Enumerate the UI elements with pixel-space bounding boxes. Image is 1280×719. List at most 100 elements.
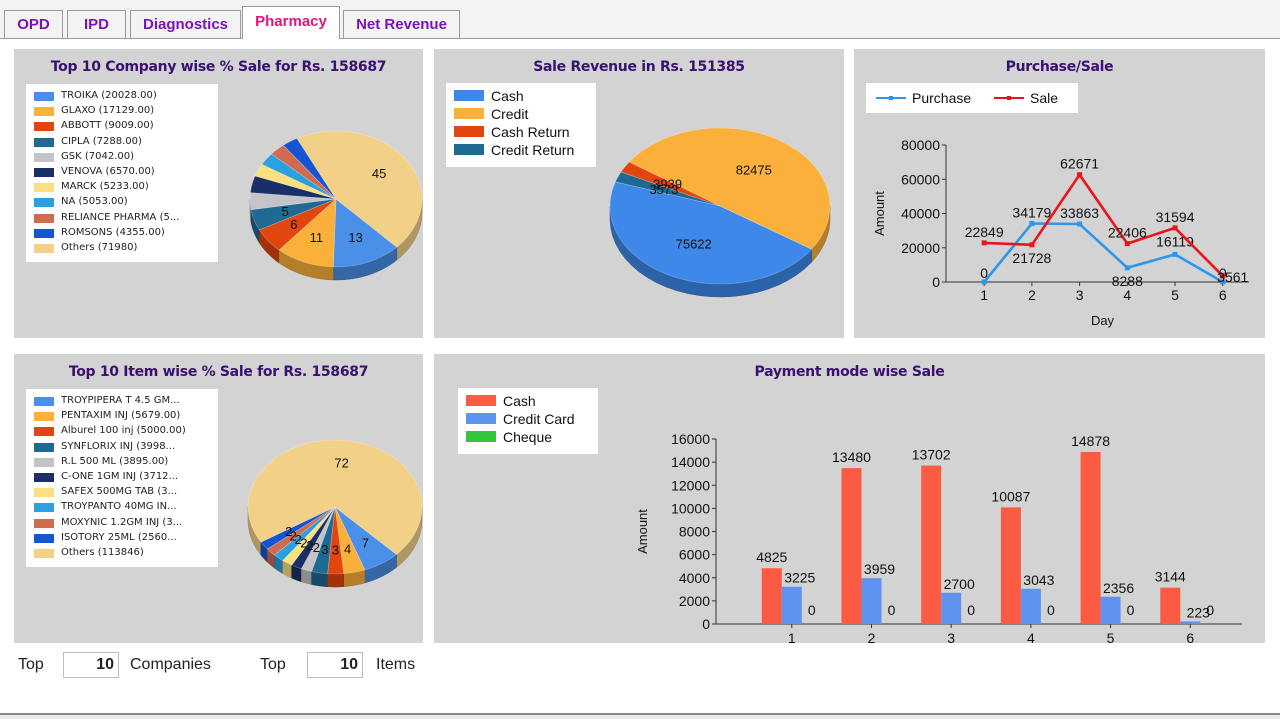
top-companies-input[interactable] [63,652,119,678]
y-tick-label: 40000 [901,206,940,222]
top-items-input[interactable] [307,652,363,678]
legend-swatch [34,488,54,498]
x-tick-label: 3 [947,630,955,643]
legend-label: ROMSONS (4355.00) [61,226,165,238]
legend-label: C-ONE 1GM INJ (3712... [61,471,179,482]
data-label: 31594 [1156,209,1195,225]
legend-marker [1007,96,1011,100]
legend-label: Alburel 100 inj (5000.00) [61,425,186,437]
bar [1020,588,1041,624]
tab-bar: OPD IPD Diagnostics Pharmacy Net Revenue [0,0,1280,39]
item-pie-slice [247,439,423,555]
legend-label: MARCK (5233.00) [61,181,149,193]
bar-data-label: 4825 [756,549,787,565]
payment-mode-panel: Payment mode wise Sale Cash Credit Card Ch… [434,354,1265,643]
data-point [981,240,987,246]
top-n-controls: Top Companies Top Items [0,649,1280,689]
legend-label: ABBOTT (9009.00) [61,120,154,132]
revenue-pie-slice [628,127,831,250]
bar-data-label: 0 [888,602,896,618]
data-label: 21728 [1012,250,1051,266]
y-axis-label: Amount [872,191,887,236]
company-legend-item: NA (5053.00) [34,195,214,210]
item-legend-item: R.L 500 ML (3895.00) [34,455,214,470]
legend-swatch [34,183,54,193]
tab-ipd[interactable]: IPD [67,10,126,38]
company-pie-slice [254,164,337,200]
legend-label: Others (71980) [61,242,138,253]
tab-opd[interactable]: OPD [4,10,63,38]
legend-marker [889,96,893,100]
item-pie-side [260,541,268,563]
bar-series-cheque: 0 0 0 0 0 0 [808,602,1214,618]
revenue-pie-slices [609,127,831,285]
item-pie-data-label: 7 [362,536,369,551]
bar-data-label: 14878 [1071,433,1110,449]
y-tick-label: 2000 [679,593,710,609]
bar [861,578,882,624]
legend-label: RELIANCE PHARMA (5... [61,211,180,223]
data-point [1220,279,1226,285]
bar-data-label: 0 [967,602,975,618]
company-pie-side [259,229,280,264]
item-legend-item: Alburel 100 inj (5000.00) [34,424,214,439]
payment-legend-item: Cheque [466,428,594,446]
item-pie-data-label: 2 [290,528,297,543]
y-tick-label: 14000 [671,454,710,470]
x-axis-label: Day [1091,313,1115,328]
legend-label: GSK (7042.00) [61,150,134,162]
legend-label: Cash [491,88,524,104]
item-pie-data-label: 2 [295,532,302,547]
item-chart-title: Top 10 Item wise % Sale for Rs. 158687 [68,364,369,380]
company-sale-panel: Top 10 Company wise % Sale for Rs. 15868… [14,49,423,338]
legend-swatch [34,152,54,162]
tab-net-revenue[interactable]: Net Revenue [343,10,460,38]
revenue-pie-side [609,205,812,298]
data-label: 8288 [1112,273,1143,289]
sale-revenue-panel: Sale Revenue in Rs. 151385 Cash Credit Cas… [434,49,844,338]
company-pie-side [249,199,252,223]
legend-label: PENTAXIM INJ (5679.00) [61,410,181,422]
item-pie-data-label: 2 [306,538,313,553]
legend-label: SAFEX 500MG TAB (3... [61,486,178,498]
bar [761,568,782,624]
legend-swatch [454,90,484,101]
data-point [1220,273,1226,279]
item-pie-slice [266,506,336,556]
bar [1080,451,1101,624]
x-tick-label: 1 [980,287,988,303]
y-tick-label: 80000 [901,137,940,153]
company-legend-item: TROIKA (20028.00) [34,89,214,104]
revenue-pie-data-label: 75622 [676,237,712,252]
data-point [1029,220,1035,226]
company-legend-item: ABBOTT (9009.00) [34,119,214,134]
companies-label: Companies [130,656,211,673]
tab-pharmacy[interactable]: Pharmacy [242,6,340,39]
series-sale: 22849 21728 62671 22406 31594 3561 [965,156,1249,285]
top-label-1: Top [18,656,44,673]
data-label: 62671 [1060,156,1099,172]
company-legend-item: Others (71980) [34,241,214,256]
item-pie-side [396,506,423,568]
legend-swatch [34,198,54,208]
item-pie-slice [291,506,336,570]
legend-swatch [466,413,496,424]
company-legend-item: VENOVA (6570.00) [34,165,214,180]
item-pie-side [274,554,283,574]
tab-diagnostics[interactable]: Diagnostics [130,10,241,38]
company-pie-slice [270,144,337,200]
company-pie-slice [261,153,337,200]
item-pie-side [364,553,397,584]
x-tick-label: 4 [1027,630,1035,643]
purchase-sale-legend: Purchase Sale [866,83,1078,113]
x-tick-label: 5 [1171,287,1179,303]
y-tick-label: 6000 [679,547,710,563]
item-pie-slice [311,506,336,575]
company-pie-sides [249,198,423,281]
y-tick-label: 4000 [679,570,710,586]
data-point [1077,221,1083,227]
item-pie-slice [282,506,336,566]
y-tick-label: 16000 [671,431,710,447]
